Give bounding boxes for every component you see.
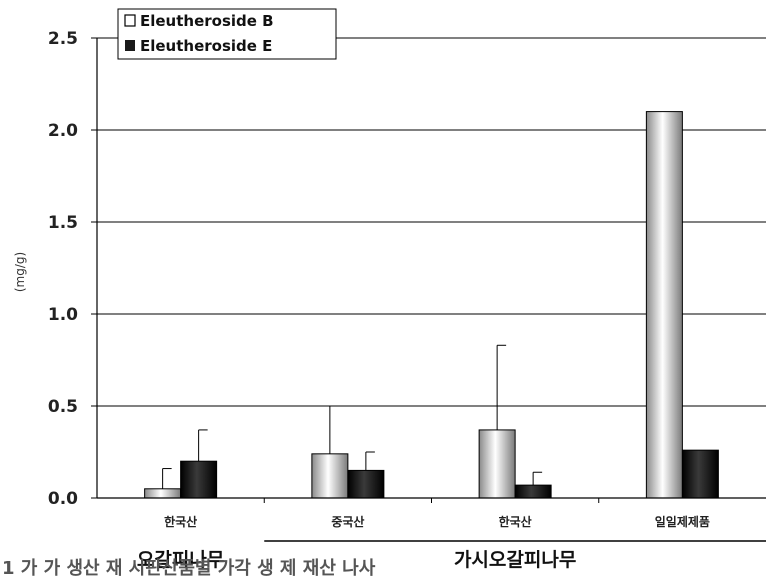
y-axis-title: (mg/g): [13, 252, 27, 292]
bar-eleutheroside-b: [311, 453, 349, 499]
y-tick-label: 1.0: [48, 305, 78, 325]
legend-swatch-eleutheroside-e: [125, 40, 135, 51]
bars: [144, 111, 719, 499]
legend-swatch-eleutheroside-b: [124, 14, 136, 27]
axes: [96, 38, 766, 503]
legend-box: [117, 8, 337, 60]
group-labels: 오갈피나무 가시오갈피나무: [137, 540, 766, 571]
bar-eleutheroside-e: [514, 484, 552, 499]
category-label: 한국산: [499, 514, 532, 529]
legend: Eleutheroside B Eleutheroside E: [117, 8, 337, 60]
y-axis-ticks: 0.0 0.5 1.0 1.5 2.0 2.5: [48, 29, 97, 509]
y-tick-label: 1.5: [48, 213, 78, 233]
group-label: 오갈피나무: [137, 549, 224, 571]
bar-eleutheroside-b: [478, 429, 516, 499]
y-tick-label: 0.5: [48, 397, 78, 417]
category-label: 한국산: [164, 514, 197, 529]
legend-label-eleutheroside-b: Eleutheroside B: [140, 12, 274, 30]
bar-eleutheroside-e: [347, 469, 385, 499]
bar-eleutheroside-b: [144, 488, 182, 499]
y-tick-label: 2.0: [48, 121, 78, 141]
bar-eleutheroside-e: [681, 449, 719, 499]
bar-eleutheroside-b: [645, 111, 683, 499]
category-labels: 한국산 중국산 한국산 일일제제품: [164, 514, 710, 529]
error-bars: [162, 344, 543, 489]
y-tick-label: 2.5: [48, 29, 78, 49]
group-label: 가시오갈피나무: [454, 549, 576, 571]
category-label: 일일제제품: [655, 515, 710, 529]
legend-label-eleutheroside-e: Eleutheroside E: [140, 37, 272, 55]
y-tick-label: 0.0: [48, 489, 78, 509]
bar-eleutheroside-e: [180, 460, 218, 499]
category-label: 중국산: [331, 514, 364, 529]
caption-fragment: 1 가 가 생산 재 시판산품별 가각 생 제 재산 나사: [2, 558, 376, 577]
